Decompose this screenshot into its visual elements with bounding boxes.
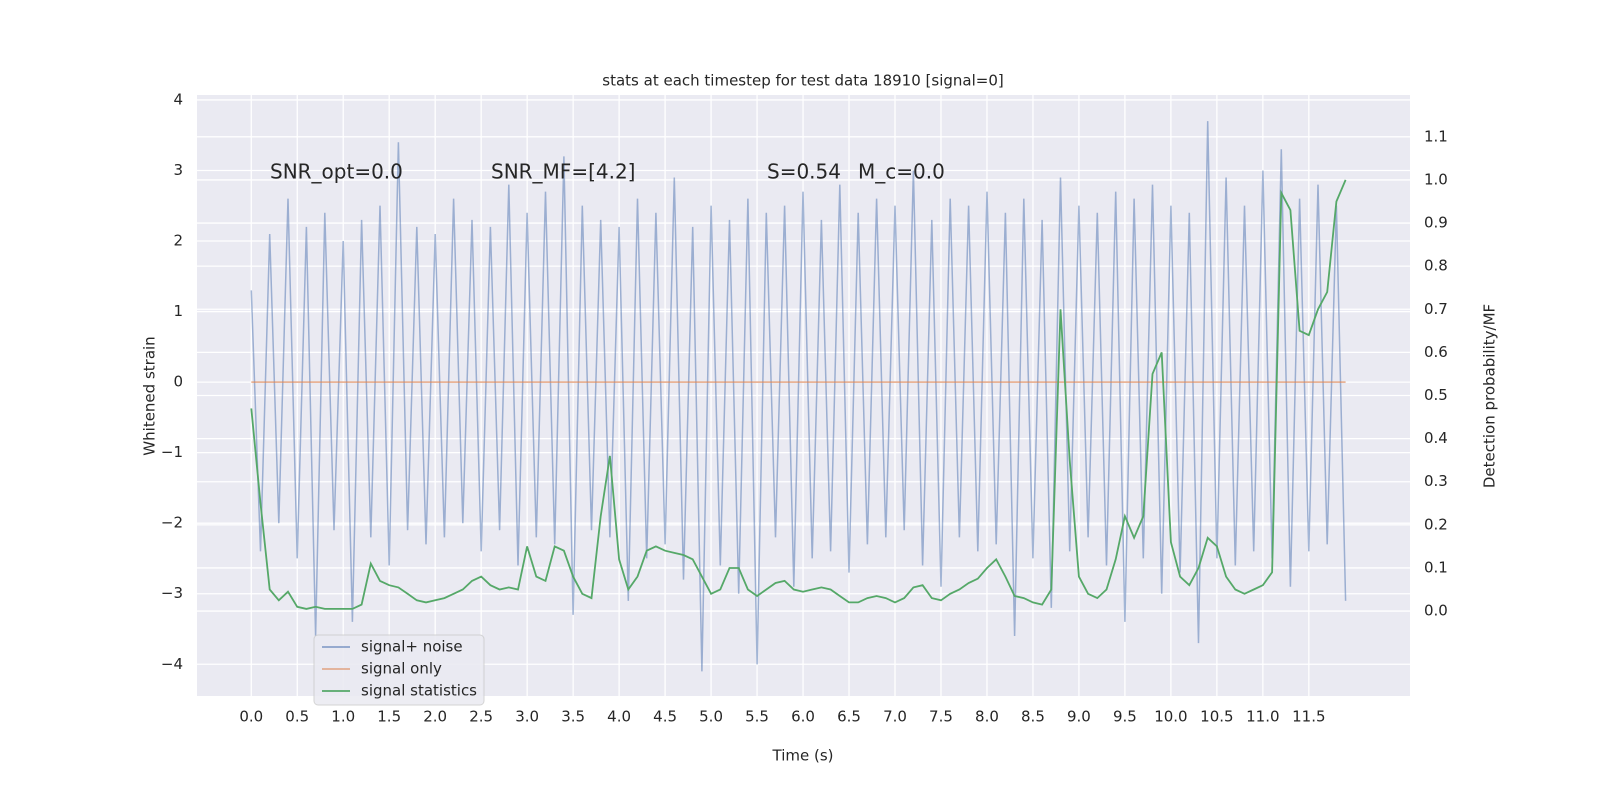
y-tick-label: −1: [161, 443, 183, 461]
x-tick-label: 6.0: [791, 708, 815, 726]
legend-label: signal statistics: [361, 682, 477, 700]
y2-tick-label: 0.8: [1424, 257, 1448, 275]
y2-tick-label: 0.7: [1424, 300, 1448, 318]
annotation: S=0.54: [767, 160, 841, 184]
y2-tick-label: 0.5: [1424, 386, 1448, 404]
y-tick-label: 4: [173, 90, 183, 108]
x-tick-label: 9.0: [1067, 708, 1091, 726]
x-tick-label: 1.5: [377, 708, 401, 726]
annotation: SNR_opt=0.0: [270, 160, 403, 184]
series-line: [250, 121, 1347, 672]
y2-tick-label: 0.2: [1424, 515, 1448, 533]
y2-tick-label: 0.9: [1424, 214, 1448, 232]
y2-tick-label: 1.1: [1424, 127, 1448, 145]
y2-tick-label: 0.1: [1424, 558, 1448, 576]
x-tick-label: 5.0: [699, 708, 723, 726]
x-tick-label: 11.0: [1246, 708, 1279, 726]
x-tick-label: 9.5: [1113, 708, 1137, 726]
chart-title: stats at each timestep for test data 189…: [602, 72, 1003, 90]
y2-tick-label: 0.0: [1424, 602, 1448, 620]
x-tick-label: 2.5: [469, 708, 493, 726]
x-tick-label: 10.0: [1154, 708, 1187, 726]
y-tick-label: 3: [173, 161, 183, 179]
x-tick-label: 8.0: [975, 708, 999, 726]
x-tick-label: 11.5: [1292, 708, 1325, 726]
x-tick-label: 8.5: [1021, 708, 1045, 726]
x-tick-label: 4.5: [653, 708, 677, 726]
x-tick-label: 0.5: [285, 708, 309, 726]
annotation: SNR_MF=[4.2]: [491, 160, 635, 184]
legend-box: [313, 634, 485, 706]
y-tick-label: −2: [161, 514, 183, 532]
y-axis-label: Whitened strain: [141, 336, 159, 455]
x-tick-label: 0.0: [239, 708, 263, 726]
x-tick-label: 1.0: [331, 708, 355, 726]
x-tick-label: 5.5: [745, 708, 769, 726]
x-tick-label: 10.5: [1200, 708, 1233, 726]
x-tick-label: 4.0: [607, 708, 631, 726]
y2-tick-label: 0.6: [1424, 343, 1448, 361]
y-tick-label: −4: [161, 655, 183, 673]
x-tick-label: 3.5: [561, 708, 585, 726]
legend-label: signal only: [361, 660, 442, 678]
y-tick-label: −3: [161, 584, 183, 602]
legend-label: signal+ noise: [361, 638, 463, 656]
series-line: [250, 179, 1347, 610]
y2-tick-label: 0.4: [1424, 429, 1448, 447]
y2-axis-label: Detection probability/MF: [1481, 304, 1499, 488]
x-tick-label: 7.0: [883, 708, 907, 726]
x-tick-label: 6.5: [837, 708, 861, 726]
y2-tick-label: 1.0: [1424, 170, 1448, 188]
y2-tick-label: 0.3: [1424, 472, 1448, 490]
y-tick-label: 0: [173, 373, 183, 391]
x-tick-label: 7.5: [929, 708, 953, 726]
annotation: M_c=0.0: [858, 160, 945, 184]
x-tick-label: 3.0: [515, 708, 539, 726]
y-tick-label: 2: [173, 232, 183, 250]
y-tick-label: 1: [173, 302, 183, 320]
legend: signal+ noise signal only signal statistic…: [313, 634, 485, 706]
x-tick-label: 2.0: [423, 708, 447, 726]
x-axis-label: Time (s): [772, 747, 834, 765]
